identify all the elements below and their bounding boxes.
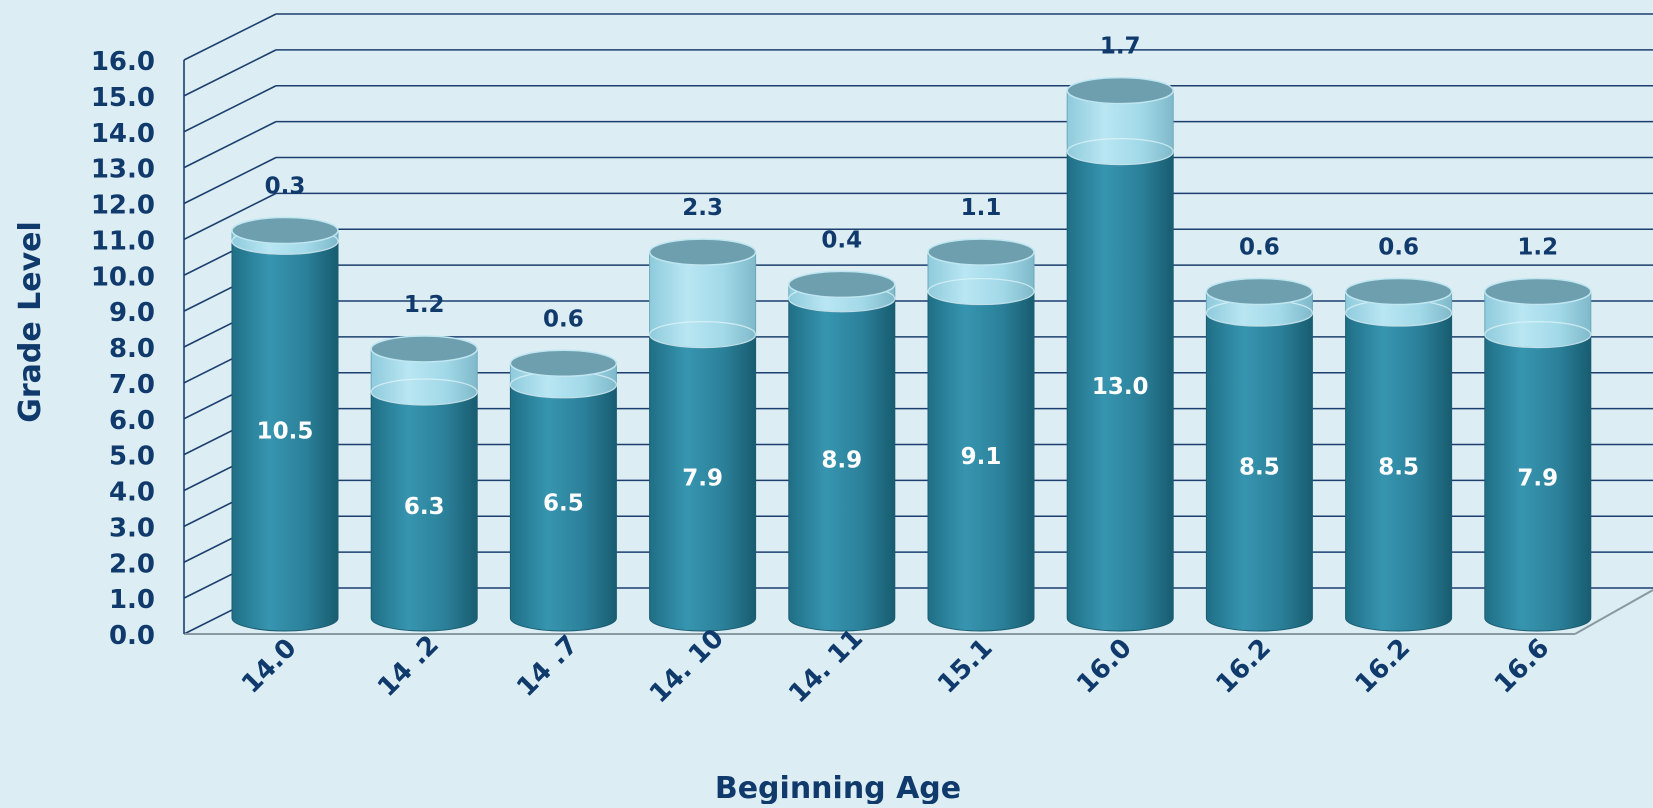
base-value-label: 6.5 <box>543 490 584 516</box>
gain-value-label: 0.6 <box>1378 235 1419 261</box>
y-tick-label: 2.0 <box>109 549 155 579</box>
base-value-label: 7.9 <box>1517 465 1558 491</box>
bar-group: 6.5 0.6 <box>509 306 618 632</box>
x-tick-label: 14 .7 <box>511 630 584 703</box>
y-tick-label: 10.0 <box>91 262 155 292</box>
gridline <box>183 156 1653 205</box>
bar-top-cap <box>509 349 618 378</box>
bar-group: 7.9 1.2 <box>1484 235 1592 632</box>
x-tick-label: 14.0 <box>236 633 303 700</box>
gain-value-label: 0.4 <box>821 227 862 253</box>
y-tick-label: 6.0 <box>109 406 155 436</box>
bar-top-cap <box>1344 277 1453 306</box>
y-tick-label: 3.0 <box>109 513 155 543</box>
bar-top-cap <box>1066 76 1174 105</box>
bar-segment-edge <box>648 320 757 349</box>
y-tick-label: 7.0 <box>109 370 155 400</box>
bar-segment-edge <box>927 277 1035 306</box>
bar-top-cap <box>788 270 896 299</box>
y-tick-label: 8.0 <box>109 334 155 364</box>
bar-gain <box>649 252 757 349</box>
gridline <box>183 192 1653 241</box>
base-value-label: 9.1 <box>961 444 1002 470</box>
x-tick-label: 16.2 <box>1210 633 1277 700</box>
x-tick-label: 14. 11 <box>783 623 869 709</box>
gain-value-label: 0.3 <box>265 174 306 200</box>
y-tick-label: 0.0 <box>109 621 155 651</box>
bar-segment-edge <box>1066 138 1174 166</box>
y-axis-title: Grade Level <box>13 221 48 423</box>
gridline <box>183 120 1653 169</box>
base-value-label: 8.9 <box>821 447 862 473</box>
x-tick-label: 16.2 <box>1350 633 1417 700</box>
bar-group: 7.9 2.3 <box>648 195 757 632</box>
gain-value-label: 1.7 <box>1100 34 1141 60</box>
base-value-label: 7.9 <box>682 465 723 491</box>
gain-value-label: 0.6 <box>543 306 584 332</box>
bar-top-cap <box>370 335 478 363</box>
x-axis-title: Beginning Age <box>715 771 961 804</box>
bar-top-cap <box>231 216 339 245</box>
gridline <box>183 49 1653 97</box>
gridline <box>183 84 1653 133</box>
y-tick-label: 15.0 <box>91 83 155 113</box>
bar-top-cap <box>648 238 757 266</box>
x-tick-label: 14 .2 <box>372 630 445 703</box>
x-tick-label: 15.1 <box>932 633 999 700</box>
base-value-label: 8.5 <box>1239 455 1280 481</box>
bar-group: 8.5 0.6 <box>1344 235 1453 632</box>
y-tick-label: 11.0 <box>91 226 155 256</box>
bar-group: 10.5 0.3 <box>231 174 339 632</box>
x-tick-label: 14. 10 <box>644 623 730 709</box>
bar-segment-edge <box>370 378 478 406</box>
gain-value-label: 1.2 <box>1517 235 1558 261</box>
gain-value-label: 1.2 <box>404 292 445 318</box>
bar-group: 6.3 1.2 <box>370 292 478 632</box>
bar-group: 13.0 1.7 <box>1066 34 1174 632</box>
chart-floor <box>184 589 1653 635</box>
base-value-label: 6.3 <box>404 494 445 520</box>
y-tick-label: 9.0 <box>109 298 155 328</box>
gain-value-label: 1.1 <box>961 195 1002 221</box>
bar-segment-edge <box>1484 320 1592 349</box>
bar-top-cap <box>1484 277 1592 306</box>
bar-group: 8.5 0.6 <box>1205 235 1314 632</box>
bar-group: 9.1 1.1 <box>927 195 1035 632</box>
gain-value-label: 2.3 <box>682 195 723 221</box>
base-value-label: 10.5 <box>257 419 314 445</box>
bar-top-cap <box>1205 277 1314 306</box>
base-value-label: 8.5 <box>1378 455 1419 481</box>
y-tick-label: 5.0 <box>109 442 155 472</box>
base-value-label: 13.0 <box>1092 374 1149 400</box>
bar-top-cap <box>927 238 1035 266</box>
gridline <box>183 13 1653 61</box>
y-tick-label: 1.0 <box>109 585 155 615</box>
y-tick-label: 13.0 <box>91 155 155 185</box>
x-tick-label: 16.0 <box>1071 633 1138 700</box>
bar-group: 8.9 0.4 <box>788 227 896 632</box>
y-tick-label: 16.0 <box>91 47 155 77</box>
gridline <box>183 228 1653 276</box>
y-tick-label: 4.0 <box>109 478 155 508</box>
x-tick-label: 16.6 <box>1489 633 1556 700</box>
y-tick-label: 12.0 <box>91 191 155 221</box>
y-tick-label: 14.0 <box>91 119 155 149</box>
gain-value-label: 0.6 <box>1239 235 1280 261</box>
